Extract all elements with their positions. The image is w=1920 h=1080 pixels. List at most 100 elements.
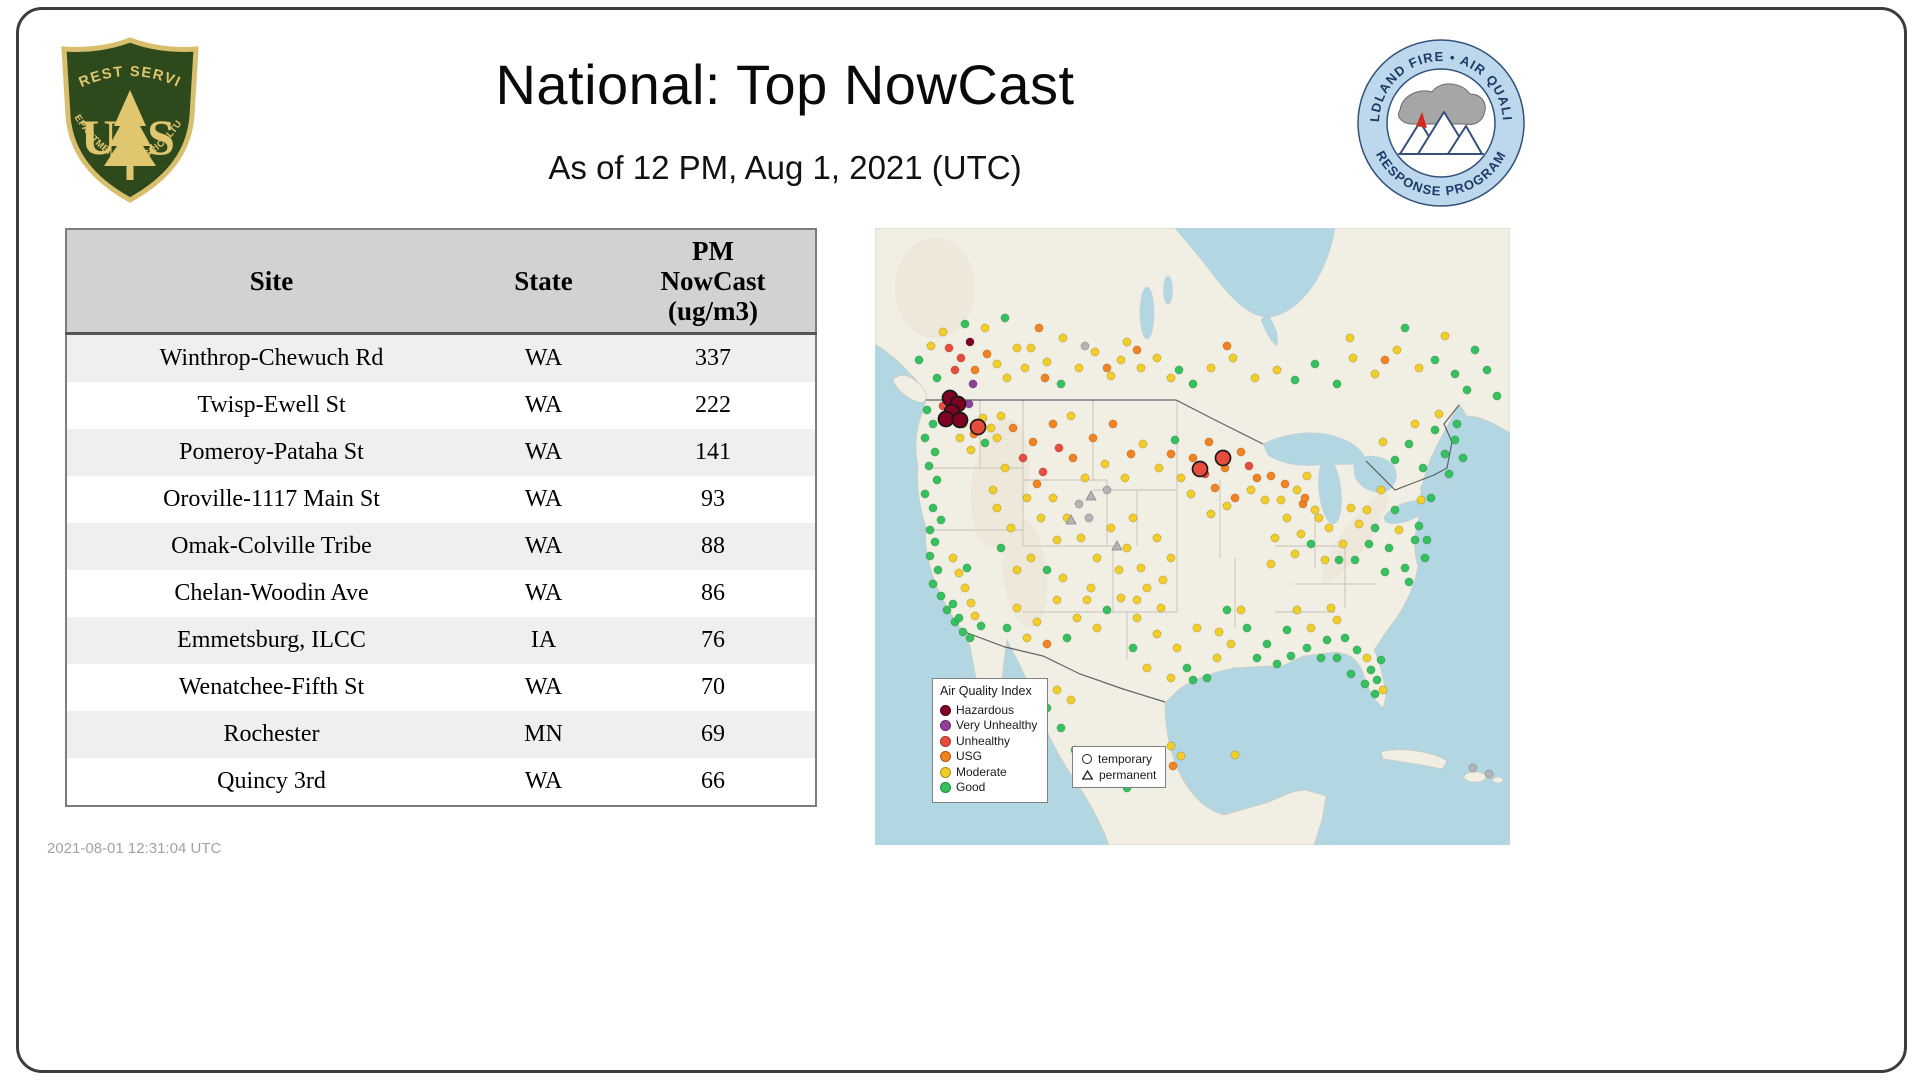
column-header: State — [476, 229, 611, 335]
monitor-dot — [1036, 513, 1046, 523]
value-cell: 93 — [701, 486, 725, 512]
monitor-dot — [1364, 539, 1374, 549]
smoke-cloud-icon — [1397, 83, 1486, 125]
monitor-dot — [1230, 493, 1240, 503]
monitor-dot — [1340, 633, 1350, 643]
monitor-dot — [1334, 555, 1344, 565]
monitor-dot — [1000, 463, 1010, 473]
table-row: Emmetsburg, ILCC IA 76 — [66, 617, 816, 664]
monitor-dot — [1002, 623, 1012, 633]
monitor-dot — [925, 551, 935, 561]
monitor-dot — [1072, 613, 1082, 623]
table-row: Pomeroy-Pataha St WA 141 — [66, 429, 816, 476]
monitor-dot — [1354, 519, 1364, 529]
marker-legend-item: permanent — [1082, 767, 1156, 783]
value-cell: 88 — [701, 533, 725, 559]
monitor-dot — [1296, 529, 1306, 539]
top-site-marker — [1191, 460, 1209, 478]
aqi-legend-item: Good — [940, 780, 1037, 796]
monitor-dot — [930, 447, 940, 457]
monitor-dot — [960, 319, 970, 329]
monitor-dot — [1212, 653, 1222, 663]
monitor-dot — [1310, 505, 1320, 515]
monitor-dot — [1122, 337, 1132, 347]
site-cell: Wenatchee-Fifth St — [178, 674, 365, 700]
state-cell: WA — [524, 768, 563, 794]
monitor-dot — [1132, 345, 1142, 355]
monitor-dot — [1384, 543, 1394, 553]
monitor-dot — [1020, 363, 1030, 373]
monitor-dot — [1250, 373, 1260, 383]
monitor-dot — [1166, 673, 1176, 683]
monitor-dot — [1102, 363, 1112, 373]
monitor-dot — [1410, 535, 1420, 545]
monitor-dot — [982, 349, 992, 359]
monitor-dot — [965, 633, 975, 643]
monitor-dot — [1102, 485, 1112, 495]
monitor-dot — [1214, 627, 1224, 637]
monitor-dot — [936, 591, 946, 601]
monitor-dot — [948, 599, 958, 609]
monitor-dot — [1306, 623, 1316, 633]
monitor-dot — [970, 611, 980, 621]
permanent-monitor-triangle — [1085, 490, 1097, 501]
monitor-dot — [1032, 617, 1042, 627]
monitor-dot — [1270, 533, 1280, 543]
monitor-dot — [992, 503, 1002, 513]
monitor-dot — [1320, 555, 1330, 565]
monitor-dot — [1026, 343, 1036, 353]
monitor-dot — [1458, 453, 1468, 463]
monitor-dot — [1444, 469, 1454, 479]
monitor-dot — [914, 355, 924, 365]
monitor-dot — [1484, 769, 1494, 779]
table-row: Quincy 3rd WA 66 — [66, 758, 816, 806]
table-row: Wenatchee-Fifth St WA 70 — [66, 664, 816, 711]
monitor-dot — [1058, 333, 1068, 343]
monitor-dot — [1142, 583, 1152, 593]
monitor-dot — [1346, 669, 1356, 679]
monitor-dot — [1114, 565, 1124, 575]
monitor-dot — [980, 438, 990, 448]
monitor-dot — [1192, 623, 1202, 633]
state-cell: WA — [524, 533, 563, 559]
table-row: Omak-Colville Tribe WA 88 — [66, 523, 816, 570]
monitor-dot — [1430, 425, 1440, 435]
monitor-dot — [1236, 447, 1246, 457]
monitor-dot — [1332, 379, 1342, 389]
monitor-dot — [1272, 659, 1282, 669]
monitor-dot — [1092, 553, 1102, 563]
monitor-dot — [1136, 563, 1146, 573]
monitor-dot — [1042, 639, 1052, 649]
monitor-dot — [1152, 629, 1162, 639]
timestamp: 2021-08-01 12:31:04 UTC — [47, 840, 222, 857]
monitor-dot — [1166, 741, 1176, 751]
monitor-dots-layer — [914, 313, 1502, 793]
monitor-dot — [1276, 495, 1286, 505]
value-cell: 141 — [695, 439, 731, 465]
monitor-dot — [1174, 365, 1184, 375]
monitor-dot — [1202, 673, 1212, 683]
lakes — [1139, 228, 1452, 525]
site-cell: Omak-Colville Tribe — [171, 533, 372, 559]
permanent-monitor-triangle — [1065, 514, 1077, 525]
monitor-dot — [1066, 411, 1076, 421]
monitor-dot — [1222, 605, 1232, 615]
aqi-legend-label: Good — [956, 780, 986, 794]
monitor-dot — [922, 405, 932, 415]
permanent-monitor-layer — [1065, 490, 1123, 551]
monitor-dot — [976, 621, 986, 631]
monitor-dot — [1242, 623, 1252, 633]
monitor-dot — [1188, 675, 1198, 685]
monitor-dot — [950, 365, 960, 375]
monitor-dot — [1088, 433, 1098, 443]
monitor-dot — [1416, 495, 1426, 505]
monitor-dot — [1152, 353, 1162, 363]
permanent-monitor-triangle — [1111, 540, 1123, 551]
monitor-dot — [968, 379, 978, 389]
monitor-dot — [1092, 623, 1102, 633]
monitor-dot — [1380, 567, 1390, 577]
state-cell: WA — [524, 345, 563, 371]
aqi-color-dot — [940, 704, 951, 716]
usfs-logo: FOREST SERVICE U S DEPARTMENT OF AGRICUL… — [54, 34, 199, 203]
monitor-dot — [1166, 373, 1176, 383]
